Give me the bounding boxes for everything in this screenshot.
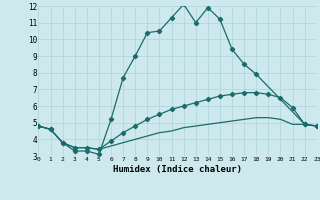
X-axis label: Humidex (Indice chaleur): Humidex (Indice chaleur) [113, 165, 242, 174]
